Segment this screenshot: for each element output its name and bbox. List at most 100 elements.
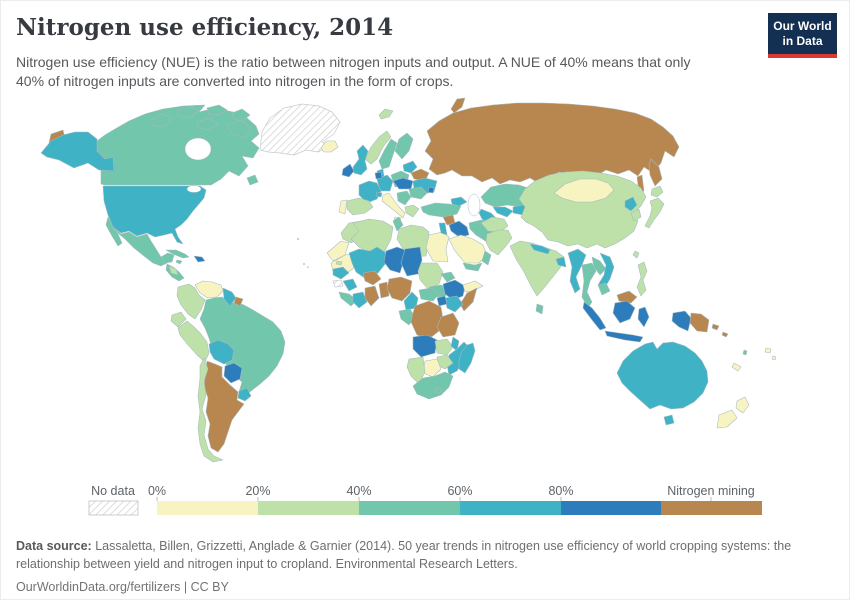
- country-svalbard[interactable]: [378, 108, 394, 120]
- country-lesotho[interactable]: [434, 387, 442, 394]
- country-cameroon[interactable]: [403, 291, 419, 311]
- country-uruguay[interactable]: [237, 387, 252, 402]
- country-tunisia[interactable]: [392, 216, 404, 232]
- country-algeria[interactable]: [350, 218, 394, 256]
- country-madagascar[interactable]: [458, 342, 476, 374]
- country-solomon-islands-2[interactable]: [721, 331, 729, 338]
- country-drc[interactable]: [410, 300, 444, 340]
- country-fiji-2[interactable]: [771, 355, 777, 361]
- country-australia[interactable]: [616, 341, 709, 410]
- country-somaliland[interactable]: [462, 280, 484, 293]
- country-nepal[interactable]: [529, 243, 551, 255]
- country-portugal[interactable]: [338, 199, 348, 215]
- country-norway[interactable]: [364, 130, 392, 165]
- country-russia-kamchatka[interactable]: [648, 158, 663, 187]
- country-alaska[interactable]: [40, 131, 115, 172]
- country-south-africa[interactable]: [412, 371, 454, 400]
- country-cambodia[interactable]: [597, 282, 611, 296]
- country-indonesia-sumatra[interactable]: [582, 301, 607, 331]
- country-indonesia-papua[interactable]: [671, 310, 692, 332]
- country-saudi-arabia[interactable]: [448, 234, 488, 264]
- country-honduras-nicaragua[interactable]: [168, 265, 179, 276]
- country-uzbekistan[interactable]: [492, 206, 514, 218]
- country-switzerland[interactable]: [375, 191, 383, 198]
- country-senegal[interactable]: [332, 266, 350, 280]
- country-ireland[interactable]: [341, 163, 355, 178]
- country-angola[interactable]: [412, 334, 438, 358]
- country-balkans[interactable]: [396, 190, 412, 206]
- legend-swatch-mining[interactable]: [661, 501, 762, 515]
- country-indonesia-sulawesi[interactable]: [637, 306, 650, 328]
- country-new-zealand-south[interactable]: [716, 409, 738, 429]
- legend-swatch-0-20[interactable]: [157, 501, 258, 515]
- country-new-caledonia[interactable]: [731, 362, 742, 372]
- country-italy[interactable]: [381, 192, 406, 219]
- country-guinea-bissau[interactable]: [332, 279, 344, 288]
- country-malaysia-borneo[interactable]: [616, 290, 638, 304]
- country-south-korea[interactable]: [630, 208, 642, 222]
- country-caucasus[interactable]: [450, 196, 468, 207]
- country-canada-arctic-1[interactable]: [150, 113, 173, 127]
- country-russia-novaya-zemlya[interactable]: [450, 97, 466, 114]
- legend-no-data-swatch[interactable]: [88, 500, 139, 516]
- country-ecuador[interactable]: [170, 311, 187, 328]
- legend-swatch-40-60[interactable]: [359, 501, 460, 515]
- country-egypt[interactable]: [425, 231, 450, 263]
- country-eritrea[interactable]: [440, 271, 456, 283]
- country-chile[interactable]: [197, 357, 224, 463]
- country-nigeria[interactable]: [386, 276, 413, 302]
- country-ethiopia[interactable]: [442, 279, 466, 301]
- country-peru[interactable]: [177, 320, 210, 363]
- country-greenland[interactable]: [259, 103, 341, 156]
- country-guinea[interactable]: [342, 278, 358, 292]
- country-solomon-islands-1[interactable]: [711, 323, 720, 331]
- country-pakistan[interactable]: [485, 229, 513, 256]
- country-myanmar[interactable]: [567, 248, 587, 294]
- country-india[interactable]: [509, 240, 565, 297]
- country-usa[interactable]: [102, 185, 207, 245]
- canary-islands[interactable]: [335, 260, 343, 266]
- country-canada-baffin[interactable]: [226, 119, 252, 139]
- country-french-guiana[interactable]: [233, 296, 244, 307]
- country-indonesia-kalimantan[interactable]: [612, 300, 636, 324]
- country-kenya[interactable]: [444, 295, 464, 313]
- legend-swatch-60-80[interactable]: [460, 501, 561, 515]
- country-bolivia[interactable]: [208, 339, 235, 365]
- country-north-korea[interactable]: [624, 196, 638, 212]
- country-mexico-baja[interactable]: [105, 216, 123, 247]
- country-canada[interactable]: [96, 104, 260, 186]
- country-central-african-republic[interactable]: [418, 287, 440, 302]
- country-hispaniola[interactable]: [193, 255, 206, 263]
- country-russia[interactable]: [424, 102, 680, 185]
- country-sri-lanka[interactable]: [535, 303, 544, 315]
- country-baltics[interactable]: [402, 160, 418, 174]
- country-tasmania[interactable]: [663, 414, 675, 426]
- country-vanuatu[interactable]: [742, 349, 748, 356]
- country-guyanas[interactable]: [222, 287, 237, 307]
- country-sweden[interactable]: [378, 138, 398, 170]
- country-papua-new-guinea[interactable]: [689, 312, 710, 333]
- country-niger[interactable]: [383, 246, 406, 274]
- country-philippines[interactable]: [636, 261, 648, 297]
- country-benelux[interactable]: [374, 171, 383, 180]
- country-bangladesh[interactable]: [555, 256, 567, 268]
- country-paraguay[interactable]: [223, 362, 243, 384]
- country-somalia[interactable]: [459, 287, 478, 312]
- country-canada-newfoundland[interactable]: [246, 174, 259, 186]
- country-iran-afghan-border[interactable]: [480, 216, 509, 233]
- country-canada-arctic-2[interactable]: [176, 106, 200, 118]
- country-zambia[interactable]: [434, 338, 454, 356]
- country-argentina[interactable]: [203, 360, 245, 453]
- country-oman[interactable]: [481, 250, 492, 266]
- country-mongolia[interactable]: [553, 178, 615, 203]
- country-jamaica[interactable]: [175, 259, 183, 265]
- country-western-sahara[interactable]: [326, 240, 350, 262]
- country-japan-main[interactable]: [644, 197, 665, 229]
- country-ghana[interactable]: [364, 285, 380, 307]
- country-yemen[interactable]: [462, 262, 483, 272]
- country-moldova[interactable]: [427, 186, 435, 194]
- country-new-zealand-north[interactable]: [735, 396, 750, 414]
- country-botswana[interactable]: [422, 358, 442, 378]
- attribution-link[interactable]: OurWorldinData.org/fertilizers | CC BY: [16, 580, 229, 595]
- country-iceland[interactable]: [320, 140, 339, 153]
